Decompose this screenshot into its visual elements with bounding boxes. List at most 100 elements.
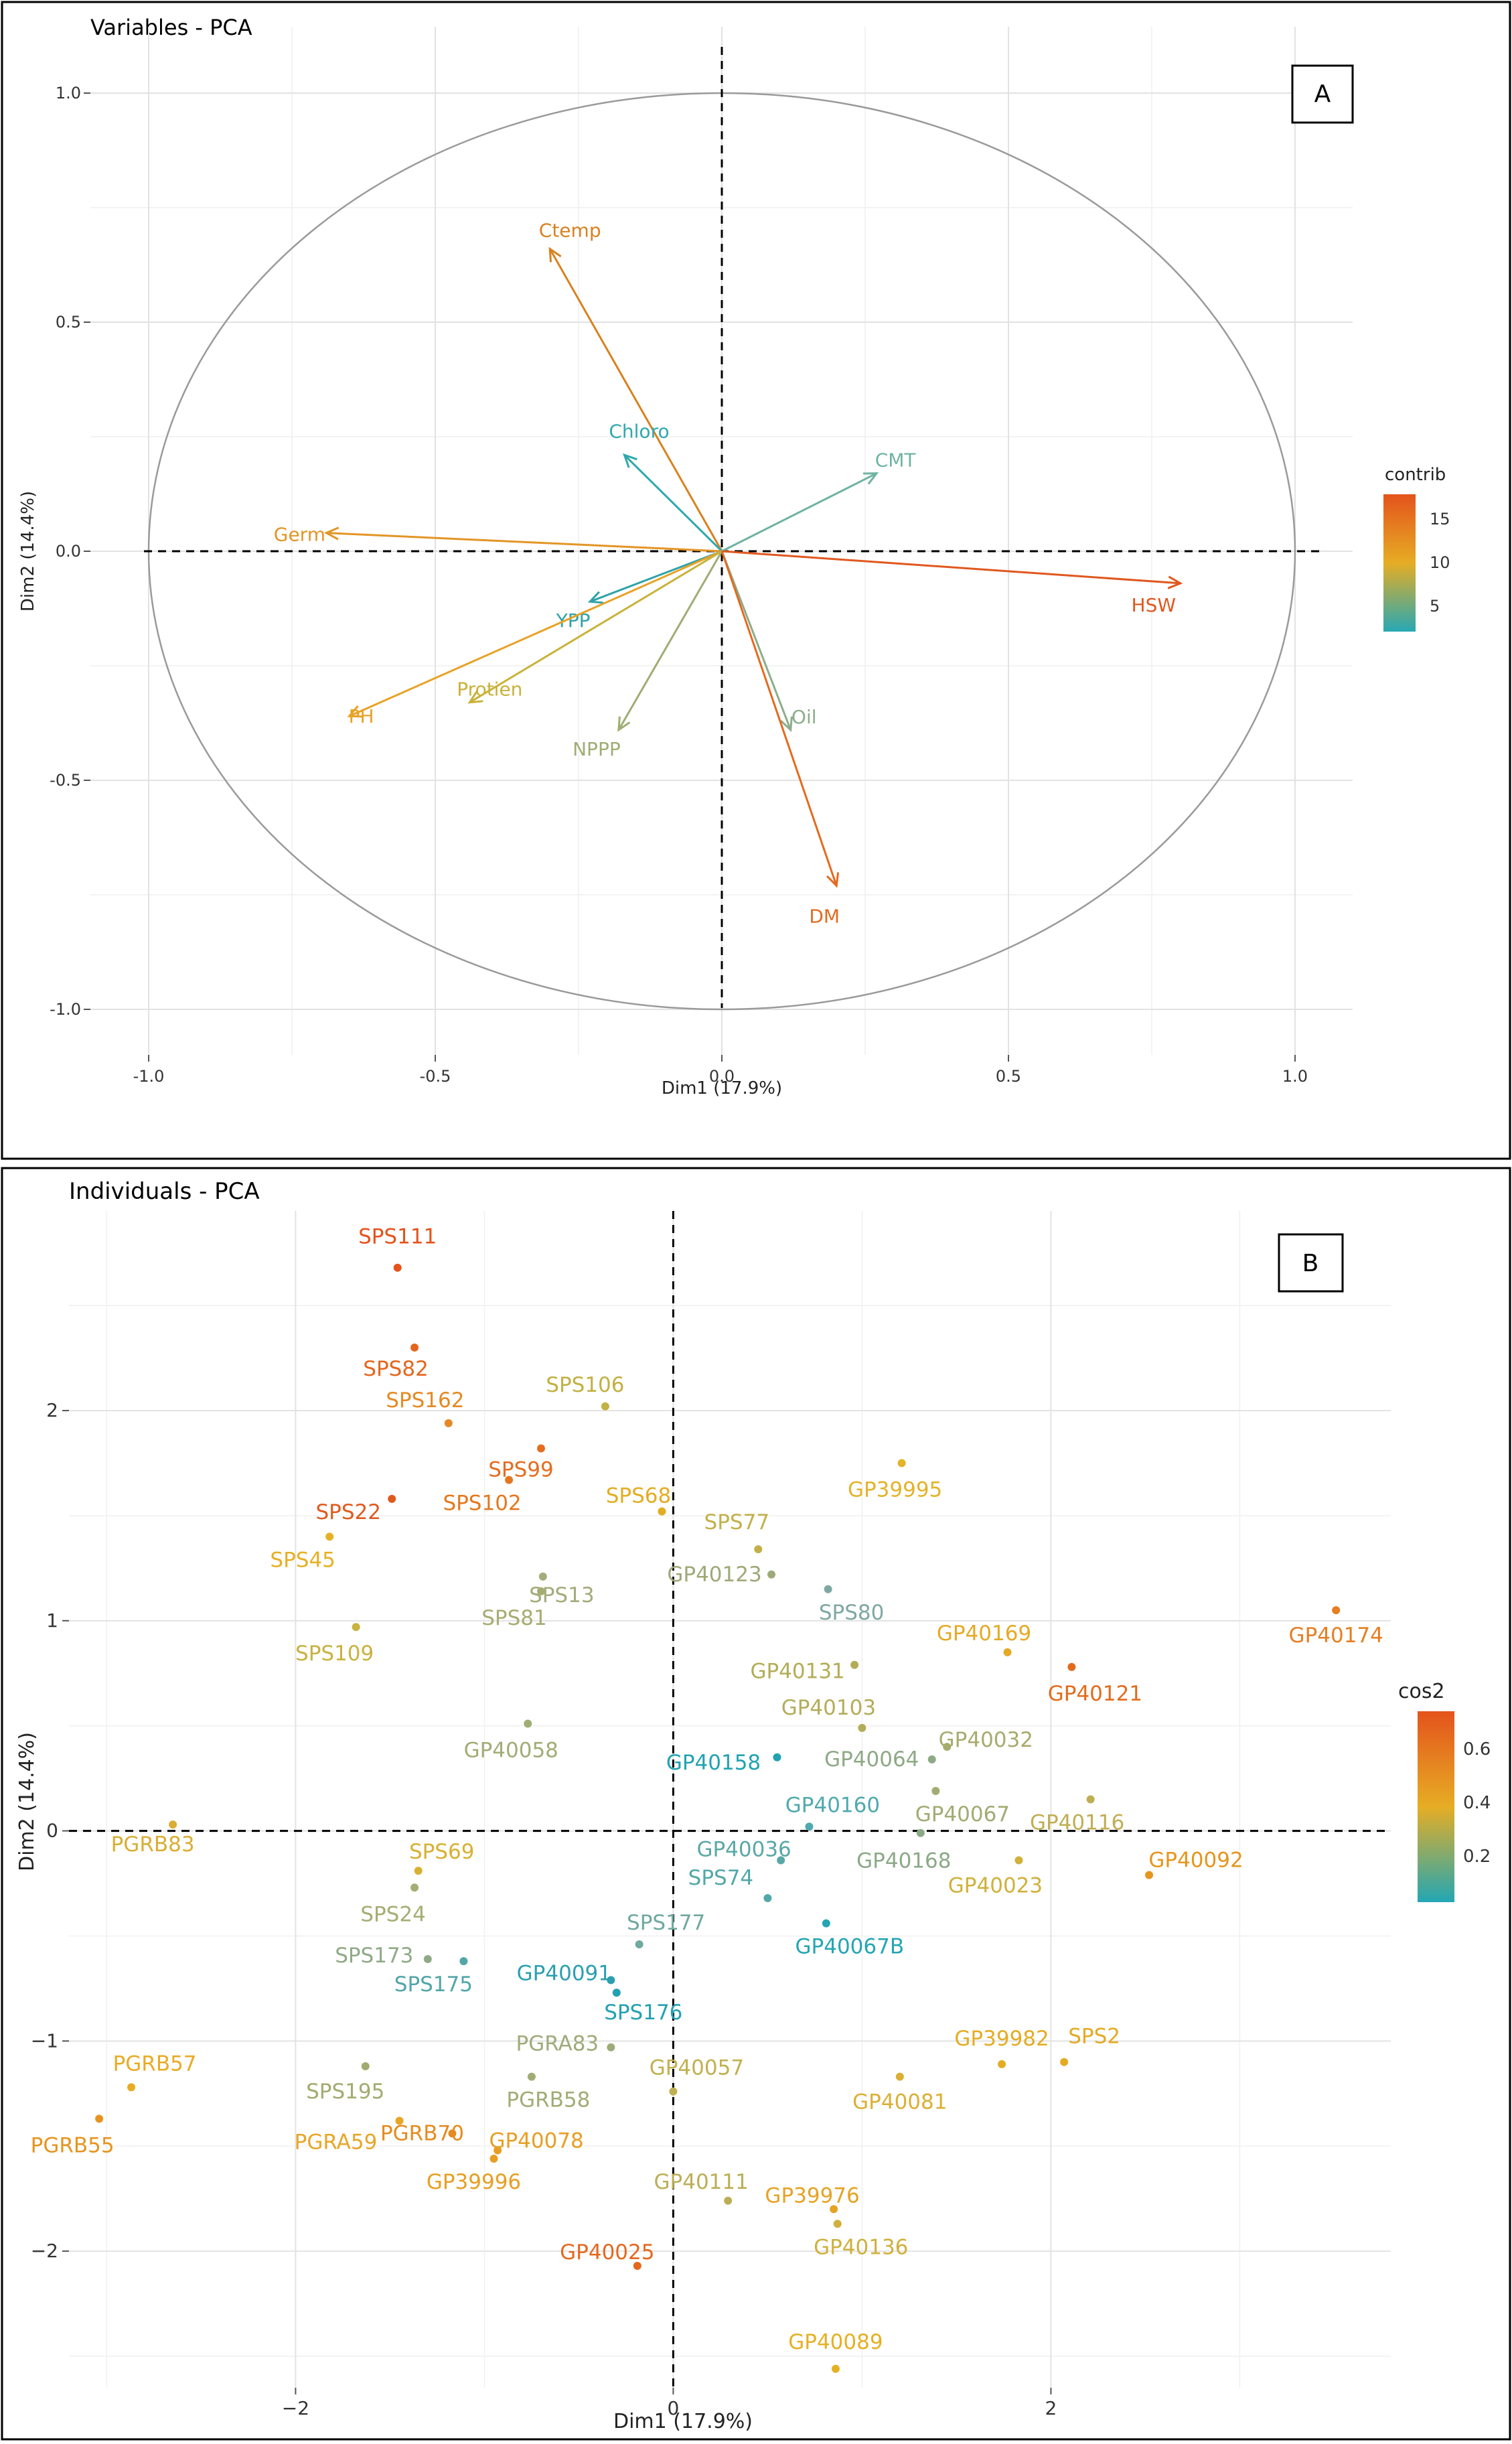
vector-line [469, 550, 723, 704]
point-sps102: SPS102 [443, 1476, 522, 1516]
point-marker [414, 1867, 423, 1875]
point-marker [754, 1545, 763, 1554]
y-tick-label: 2 [46, 1399, 58, 1421]
point-marker [833, 2220, 842, 2228]
point-sps13: SPS13 [529, 1572, 595, 1607]
x-tick-label: 1.0 [1282, 1067, 1308, 1086]
panel-a-title: Variables - PCA [90, 15, 252, 40]
point-sps111: SPS111 [358, 1225, 437, 1272]
point-marker [830, 2205, 838, 2214]
point-marker [601, 1402, 609, 1411]
point-sps82: SPS82 [363, 1343, 429, 1381]
panel-a-letter-frame [1291, 64, 1354, 124]
y-tick-label: -1.0 [50, 1000, 81, 1019]
point-gp40058: GP40058 [464, 1719, 558, 1763]
point-pgrb83: PGRB83 [111, 1820, 195, 1857]
x-tick-label: 0.5 [996, 1067, 1021, 1086]
point-label: SPS102 [443, 1492, 521, 1516]
x-tick-label: 0 [667, 2397, 679, 2419]
point-gp39996: GP39996 [427, 2155, 521, 2194]
point-label: GP40123 [667, 1563, 761, 1587]
panel-a-y-axis-label: Dim2 (14.4%) [18, 491, 38, 612]
point-marker [607, 1976, 615, 1985]
point-label: GP40078 [489, 2129, 583, 2153]
variable-vectors: Ctemp Chloro CMT Germ HSW YPP PH Protien NPPP Oil… [274, 220, 1183, 927]
point-pgra83: PGRA83 [516, 2032, 615, 2056]
y-tick-label: 0.0 [56, 542, 81, 561]
x-tick-label: -0.5 [420, 1067, 451, 1086]
point-marker [895, 2072, 904, 2081]
point-gp40136: GP40136 [814, 2220, 908, 2259]
point-label: SPS77 [704, 1510, 770, 1534]
x-tick-label: −2 [282, 2397, 309, 2419]
vector-arrowhead [863, 472, 879, 485]
point-marker [858, 1723, 866, 1732]
point-label: SPS69 [409, 1840, 475, 1864]
point-marker [361, 2062, 370, 2070]
panel-a-legend: contrib 15 10 5 [1383, 465, 1450, 632]
point-sps69: SPS69 [409, 1840, 475, 1875]
y-tick-label: -0.5 [50, 771, 81, 790]
point-label: SPS106 [546, 1373, 624, 1397]
vector-arrowhead [587, 591, 604, 604]
point-marker [805, 1822, 814, 1831]
point-label: GP40067B [796, 1935, 905, 1959]
panel-b-ticks: −2 0 2 2 1 0 −1 −2 [31, 1399, 1057, 2419]
point-marker [1086, 1795, 1095, 1804]
point-label: SPS162 [386, 1388, 464, 1413]
point-marker [410, 1343, 419, 1352]
vector-line [548, 248, 723, 552]
point-gp40032: GP40032 [939, 1728, 1033, 1752]
point-label: GP40058 [464, 1739, 558, 1763]
point-label: PGRB70 [380, 2121, 464, 2145]
panel-a-ticks: -1.0 -0.5 0.0 0.5 1.0 1.0 0.5 0.0 -0.5 -1.0 [50, 84, 1308, 1086]
vector-arrowhead [623, 453, 637, 468]
point-marker [1060, 2058, 1069, 2066]
point-sps74: SPS74 [688, 1866, 772, 1902]
vector-cmt: CMT [721, 449, 917, 553]
vector-label: DM [809, 905, 840, 927]
point-gp40089: GP40089 [788, 2330, 883, 2373]
point-label: SPS176 [604, 2001, 682, 2025]
point-marker [916, 1828, 925, 1837]
point-marker [410, 1883, 419, 1892]
vector-line [589, 550, 723, 603]
point-gp40174: GP40174 [1289, 1606, 1383, 1648]
point-gp40158: GP40158 [666, 1751, 781, 1775]
vector-line [348, 550, 723, 717]
vector-line [721, 551, 792, 731]
point-gp39976: GP39976 [765, 2183, 860, 2214]
point-sps81: SPS81 [481, 1587, 547, 1630]
point-marker [95, 2114, 104, 2123]
point-marker [822, 1919, 830, 1928]
point-label: GP40121 [1048, 1682, 1142, 1706]
point-label: SPS13 [529, 1583, 595, 1607]
point-marker [505, 1476, 514, 1484]
vector-arrowhead [347, 705, 363, 718]
point-gp40092: GP40092 [1145, 1848, 1243, 1879]
point-marker [388, 1494, 396, 1503]
point-gp40078: GP40078 [489, 2129, 584, 2155]
point-gp40023: GP40023 [948, 1856, 1043, 1897]
vector-label: Germ [274, 524, 325, 546]
point-sps80: SPS80 [819, 1585, 884, 1625]
point-gp40116: GP40116 [1030, 1795, 1124, 1835]
point-gp40131: GP40131 [750, 1660, 859, 1684]
point-pgrb70: PGRB70 [380, 2121, 464, 2145]
point-label: GP39982 [954, 2027, 1049, 2051]
point-marker [658, 1507, 666, 1516]
point-gp40160: GP40160 [785, 1793, 880, 1831]
y-tick-label: 1 [46, 1609, 58, 1632]
point-gp40025: GP40025 [560, 2240, 654, 2271]
point-marker [537, 1444, 545, 1453]
vector-arrowhead [1167, 575, 1183, 589]
vector-ph: PH [347, 550, 723, 727]
vector-line [721, 550, 1181, 585]
panel-b-legend-title: cos2 [1398, 1680, 1445, 1703]
vector-label: CMT [875, 449, 917, 472]
point-gp40081: GP40081 [852, 2072, 947, 2114]
y-tick-label: 1.0 [56, 84, 81, 102]
point-label: SPS175 [394, 1972, 473, 1997]
point-marker [773, 1753, 781, 1762]
